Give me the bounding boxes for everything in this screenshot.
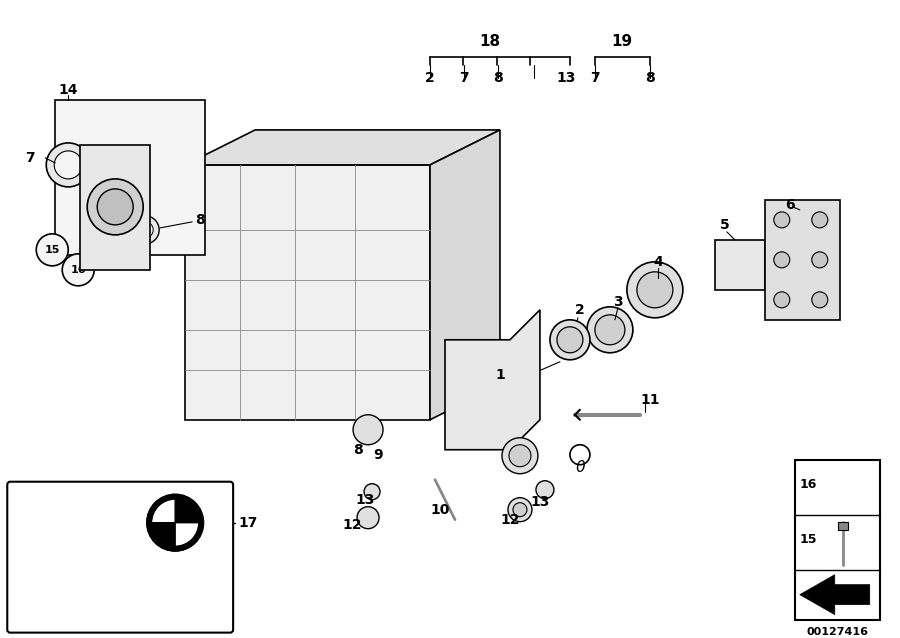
Text: 7: 7 [459, 71, 469, 85]
Text: 5: 5 [720, 218, 730, 232]
Text: 01 39 9 791 197: 01 39 9 791 197 [63, 595, 158, 605]
Circle shape [508, 498, 532, 522]
Text: 8: 8 [493, 71, 503, 85]
Text: 15: 15 [800, 533, 817, 546]
Circle shape [536, 480, 554, 499]
Text: 16: 16 [70, 265, 86, 275]
Circle shape [557, 327, 583, 353]
Circle shape [812, 292, 828, 308]
Wedge shape [151, 523, 176, 547]
Circle shape [774, 212, 790, 228]
Circle shape [595, 315, 625, 345]
Text: 7: 7 [515, 463, 525, 477]
Circle shape [587, 307, 633, 353]
Text: 8: 8 [645, 71, 655, 85]
Text: 14: 14 [58, 83, 78, 97]
Circle shape [87, 179, 143, 235]
Bar [795, 460, 879, 619]
Circle shape [151, 499, 199, 547]
Polygon shape [185, 165, 430, 420]
Circle shape [513, 503, 527, 517]
Circle shape [502, 438, 538, 474]
Bar [55, 100, 205, 255]
Circle shape [97, 189, 133, 225]
Text: 16: 16 [800, 478, 817, 491]
Text: 0: 0 [575, 460, 585, 475]
Polygon shape [800, 575, 869, 614]
Text: 11: 11 [640, 393, 660, 407]
Text: LIFE-TIME-OIL: LIFE-TIME-OIL [70, 491, 160, 504]
Polygon shape [765, 200, 840, 320]
Text: 9: 9 [374, 448, 382, 462]
Text: 13: 13 [556, 71, 576, 85]
Circle shape [148, 494, 203, 551]
Circle shape [509, 445, 531, 467]
Text: 4: 4 [653, 255, 662, 269]
Text: 12: 12 [500, 513, 519, 527]
Circle shape [774, 252, 790, 268]
Text: 10: 10 [430, 503, 450, 517]
Polygon shape [715, 240, 765, 290]
Text: 8: 8 [353, 443, 363, 457]
Text: 2: 2 [575, 303, 585, 317]
Circle shape [62, 254, 94, 286]
Text: 3: 3 [613, 295, 623, 309]
Circle shape [353, 415, 383, 445]
Circle shape [550, 320, 590, 360]
Wedge shape [151, 499, 176, 523]
Text: 7: 7 [590, 71, 599, 85]
Wedge shape [176, 523, 199, 547]
Text: 7: 7 [25, 151, 35, 165]
Circle shape [54, 151, 82, 179]
Text: 19: 19 [611, 34, 633, 50]
Text: 1: 1 [495, 367, 505, 382]
Circle shape [812, 212, 828, 228]
Polygon shape [80, 145, 150, 270]
Text: 8: 8 [195, 213, 205, 227]
Circle shape [637, 272, 673, 308]
Circle shape [627, 262, 683, 318]
Circle shape [774, 292, 790, 308]
Text: 00127416: 00127416 [806, 627, 868, 637]
Polygon shape [185, 130, 500, 165]
Text: 15: 15 [44, 245, 60, 255]
Polygon shape [430, 130, 500, 420]
Circle shape [137, 222, 153, 238]
Wedge shape [176, 499, 199, 523]
Text: 6: 6 [785, 198, 795, 212]
Text: KEIN ÖLWECHSEL: KEIN ÖLWECHSEL [70, 510, 186, 523]
Circle shape [46, 143, 90, 187]
Polygon shape [445, 310, 540, 450]
Text: 2: 2 [425, 71, 435, 85]
Text: 12: 12 [342, 517, 362, 531]
Text: 18: 18 [480, 34, 500, 50]
Circle shape [131, 216, 159, 244]
Circle shape [36, 234, 68, 266]
Text: 13: 13 [356, 493, 374, 507]
Circle shape [364, 484, 380, 500]
Text: 13: 13 [530, 494, 550, 508]
Circle shape [357, 507, 379, 529]
Text: NO OIL CHANGE: NO OIL CHANGE [70, 528, 176, 541]
Circle shape [812, 252, 828, 268]
Text: 17: 17 [238, 516, 257, 530]
Bar [838, 522, 848, 530]
FancyBboxPatch shape [7, 482, 233, 633]
